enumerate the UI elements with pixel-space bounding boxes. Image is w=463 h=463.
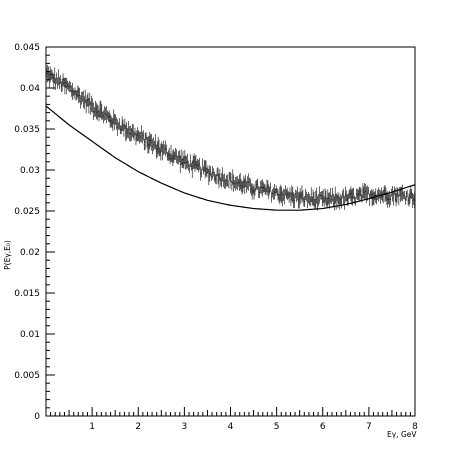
- histogram-series: [46, 64, 415, 211]
- y-tick-label: 0.045: [14, 43, 40, 53]
- x-tick-label: 1: [89, 422, 95, 432]
- y-tick-label: 0.035: [14, 125, 40, 135]
- y-tick-label: 0.04: [20, 84, 40, 94]
- x-tick-label: 5: [274, 422, 280, 432]
- y-tick-label: 0.025: [14, 207, 40, 217]
- y-tick-label: 0.02: [20, 248, 40, 258]
- x-tick-label: 7: [366, 422, 372, 432]
- y-tick-label: 0.03: [20, 166, 40, 176]
- y-tick-label: 0: [34, 412, 40, 422]
- x-tick-label: 3: [182, 422, 188, 432]
- x-tick-label: 4: [228, 422, 234, 432]
- x-axis-ticks: 1 2 3 4 5 6 7 8: [45, 407, 418, 432]
- histogram-bins: [46, 64, 415, 211]
- smooth-curve-line: [45, 105, 416, 211]
- plot-frame: [45, 46, 416, 417]
- y-tick-label: 0.005: [14, 371, 40, 381]
- x-tick-label: 2: [135, 422, 141, 432]
- x-axis-label: Eγ, GeV: [387, 430, 417, 439]
- y-axis-label: P(Eγ,E₀): [3, 240, 12, 270]
- curve-series: [45, 105, 416, 211]
- y-tick-label: 0.015: [14, 289, 40, 299]
- x-tick-label: 8: [412, 422, 418, 432]
- x-tick-label: 6: [320, 422, 326, 432]
- y-tick-label: 0.01: [20, 330, 40, 340]
- y-axis-ticks: 0 0.005 0.01 0.015 0.02 0.025 0.03 0.035 0.04 0.0…: [14, 43, 55, 422]
